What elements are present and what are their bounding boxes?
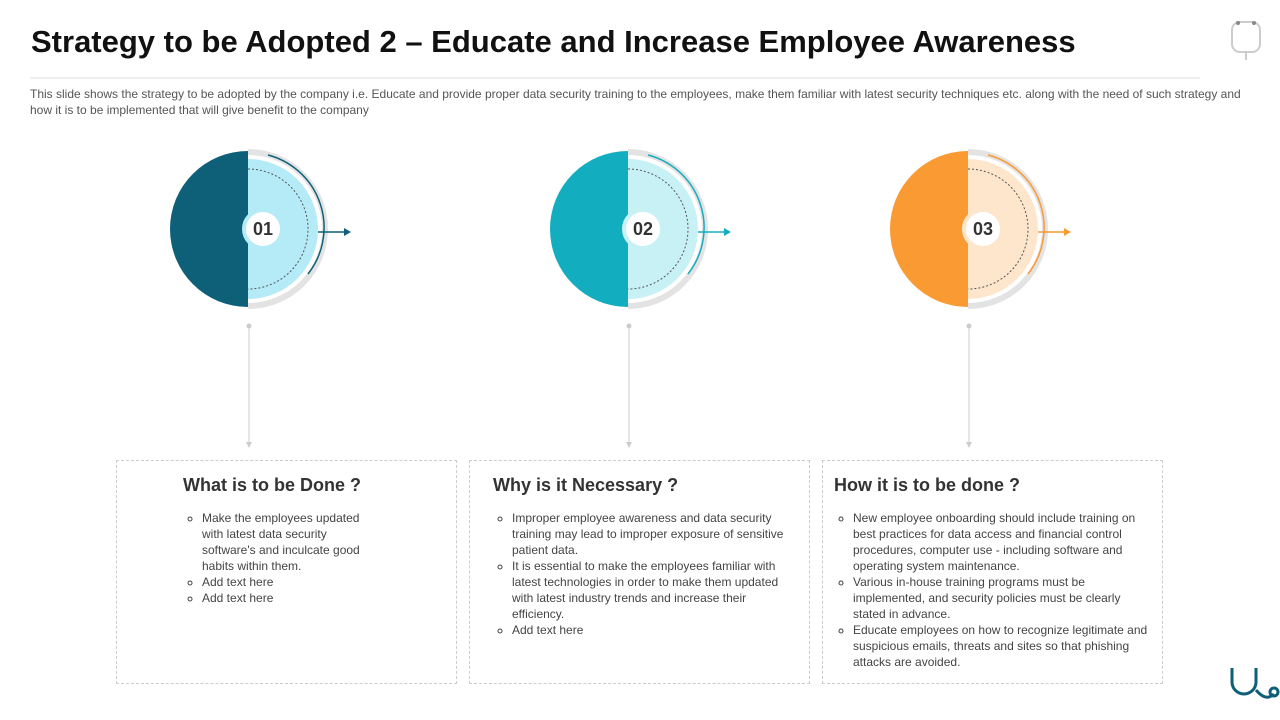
bullet-list: Improper employee awareness and data sec…: [493, 510, 787, 638]
number-badge: [962, 208, 1004, 250]
card: What is to be Done ? Make the employees u…: [116, 460, 457, 684]
dark-half: [170, 151, 248, 307]
arrow-head: [1064, 228, 1071, 236]
card-heading: What is to be Done ?: [183, 475, 361, 495]
bullet: Various in-house training programs must …: [853, 574, 1153, 622]
dashed-ring: [967, 168, 1029, 290]
connector-head: [626, 442, 632, 448]
step-number: 02: [633, 219, 653, 239]
connector-head: [246, 442, 252, 448]
card-heading: Why is it Necessary ?: [493, 475, 679, 495]
ring-accent: [267, 154, 325, 275]
step-number: 01: [253, 219, 273, 239]
bullet: Add text here: [512, 622, 787, 638]
stethoscope-top: [1231, 21, 1261, 60]
dark-half: [550, 151, 628, 307]
bullet-list: Make the employees updated with latest d…: [183, 510, 382, 606]
bullet: Add text here: [202, 590, 382, 606]
bullet: Improper employee awareness and data sec…: [512, 510, 787, 558]
card-heading: How it is to be done ?: [834, 475, 1020, 495]
number-badge: [622, 208, 664, 250]
bullet-list: New employee onboarding should include t…: [834, 510, 1153, 670]
card: How it is to be done ? New employee onboa…: [822, 460, 1163, 684]
stethoscope-bottom: [1230, 668, 1280, 699]
card: Why is it Necessary ? Improper employee a…: [469, 460, 810, 684]
number-badge: [242, 208, 284, 250]
bullet: Make the employees updated with latest d…: [202, 510, 382, 574]
title: Strategy to be Adopted 2 – Educate and I…: [31, 24, 1076, 59]
dark-half: [890, 151, 968, 307]
ring-accent: [987, 154, 1045, 275]
bullet: It is essential to make the employees fa…: [512, 558, 787, 622]
bullet: New employee onboarding should include t…: [853, 510, 1153, 574]
ring-accent: [647, 154, 705, 275]
dashed-ring: [247, 168, 309, 290]
bullet: Add text here: [202, 574, 382, 590]
subtitle: This slide shows the strategy to be adop…: [30, 87, 1241, 117]
arrow-head: [344, 228, 351, 236]
step-number: 03: [973, 219, 993, 239]
connector-head: [966, 442, 972, 448]
dashed-ring: [627, 168, 689, 290]
bullet: Educate employees on how to recognize le…: [853, 622, 1153, 670]
arrow-head: [724, 228, 731, 236]
